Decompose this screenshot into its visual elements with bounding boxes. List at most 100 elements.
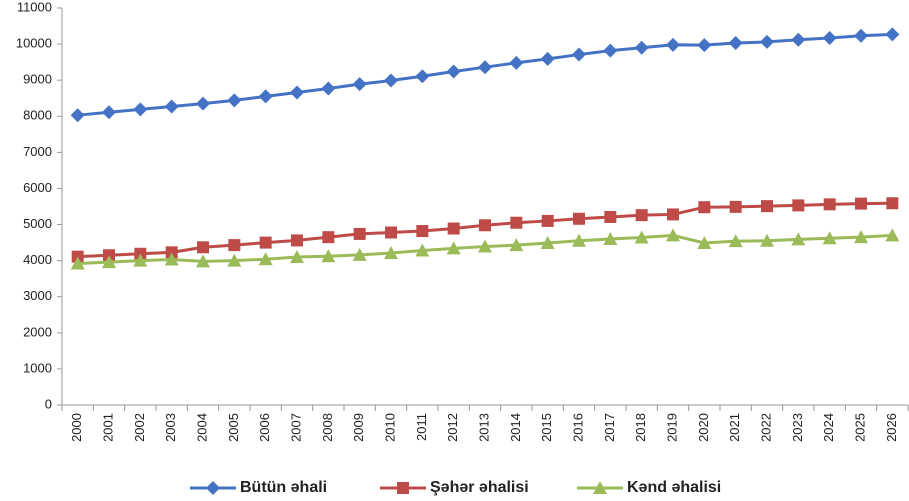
point [667, 208, 679, 221]
point [573, 212, 585, 225]
point [258, 89, 273, 104]
point [447, 222, 460, 235]
x-tick-label: 2002 [132, 413, 147, 442]
x-tick-label: 2010 [382, 413, 397, 442]
y-tick-label: 10000 [16, 36, 52, 51]
point [666, 228, 680, 242]
y-tick-label: 8000 [23, 108, 52, 123]
point [729, 200, 742, 213]
point [164, 99, 179, 114]
point [792, 199, 805, 212]
x-tick-label: 2015 [539, 413, 554, 442]
x-tick-label: 2001 [100, 413, 115, 442]
point [165, 246, 178, 259]
point [321, 81, 336, 96]
point [823, 198, 836, 211]
x-tick-label: 2000 [69, 413, 84, 442]
x-tick-label: 2023 [790, 413, 805, 442]
x-tick-label: 2005 [226, 413, 241, 442]
point [164, 252, 179, 266]
point [102, 255, 116, 269]
point [666, 37, 680, 52]
point [384, 246, 398, 260]
point [603, 43, 618, 58]
x-tick-label: 2012 [445, 413, 460, 442]
point [385, 226, 397, 239]
point [102, 105, 116, 120]
point [478, 60, 492, 75]
point [572, 233, 586, 247]
x-tick-label: 2003 [163, 413, 178, 442]
x-tick-label: 2025 [852, 413, 867, 442]
point [228, 239, 241, 252]
x-tick-label: 2013 [476, 413, 491, 442]
point [761, 200, 773, 213]
point [697, 235, 712, 249]
x-tick-label: 2019 [664, 413, 679, 442]
point [133, 102, 148, 117]
legend-label: Bütün əhali [240, 479, 327, 496]
point [478, 239, 492, 253]
point [415, 243, 430, 257]
point [196, 96, 210, 111]
point [634, 230, 649, 244]
point [352, 247, 367, 261]
point [698, 201, 711, 214]
point [854, 230, 868, 244]
point [791, 232, 806, 246]
legend-label: Şəhər əhalisi [430, 479, 529, 496]
point [259, 236, 272, 249]
x-tick-label: 2018 [633, 413, 648, 442]
point [728, 36, 743, 51]
point [603, 231, 618, 245]
x-tick-label: 2011 [414, 413, 429, 441]
x-tick-label: 2021 [727, 413, 742, 442]
x-tick-label: 2026 [884, 413, 899, 442]
x-tick-label: 2004 [194, 413, 209, 442]
point [791, 32, 806, 47]
point [541, 214, 554, 227]
point [635, 209, 648, 222]
point [353, 227, 366, 240]
legend-label: Kənd əhalisi [627, 479, 721, 496]
point [885, 228, 900, 242]
point [509, 55, 524, 70]
point [760, 233, 774, 247]
x-tick-label: 2009 [351, 413, 366, 442]
x-tick-label: 2022 [758, 413, 773, 442]
point [822, 30, 837, 45]
point [728, 234, 743, 248]
point [291, 234, 303, 247]
point [196, 254, 210, 268]
point [572, 47, 586, 62]
point [321, 249, 336, 263]
legend-marker [593, 481, 607, 494]
point [227, 93, 242, 108]
point [197, 241, 209, 254]
point [446, 241, 461, 255]
point [540, 235, 555, 249]
point [540, 51, 555, 66]
y-tick-label: 1000 [23, 360, 52, 375]
legend-marker [397, 482, 409, 494]
y-tick-label: 4000 [23, 252, 52, 267]
point [886, 197, 899, 210]
point [133, 253, 148, 267]
point [352, 77, 367, 92]
point [70, 108, 85, 123]
y-tick-label: 3000 [23, 288, 52, 303]
point [855, 197, 867, 210]
point [604, 210, 617, 223]
y-tick-label: 11000 [17, 0, 52, 14]
point [510, 216, 523, 229]
point [290, 250, 304, 264]
x-tick-label: 2014 [508, 413, 523, 442]
point [258, 252, 273, 266]
y-tick-label: 6000 [23, 180, 52, 195]
x-tick-label: 2024 [821, 413, 836, 442]
x-tick-label: 2020 [696, 413, 711, 442]
x-tick-label: 2017 [602, 413, 617, 442]
point [227, 253, 242, 267]
point [509, 238, 524, 252]
point [384, 73, 398, 88]
